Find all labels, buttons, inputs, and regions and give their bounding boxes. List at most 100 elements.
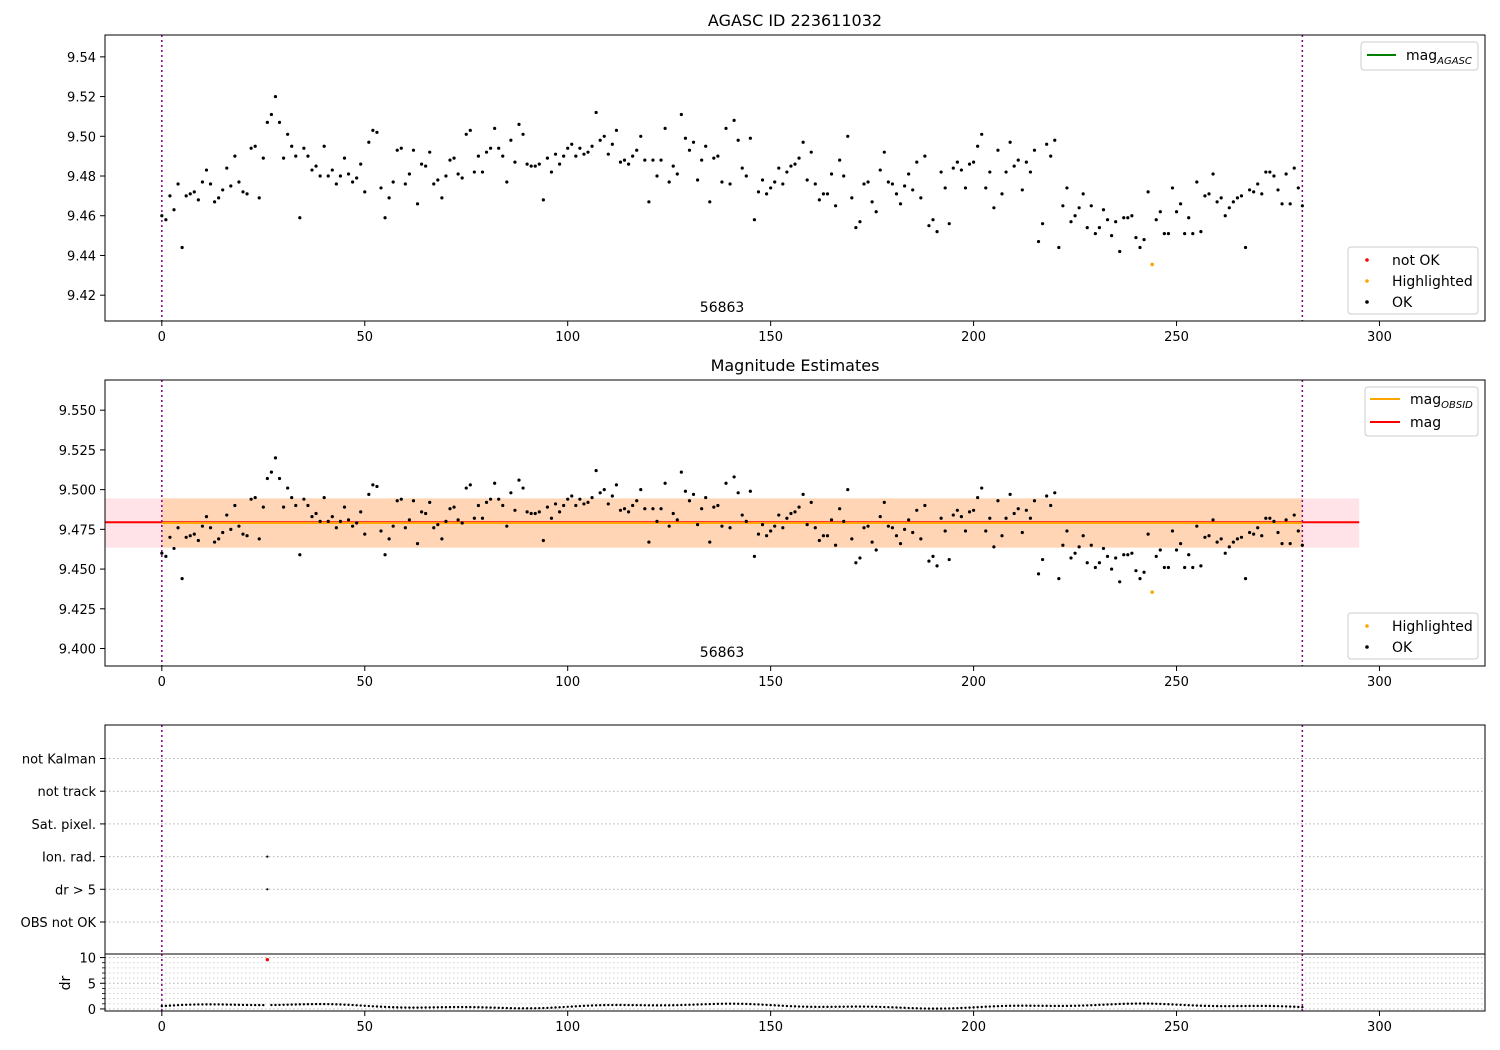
- dr-point: [1110, 1003, 1113, 1006]
- panel2-ytick-label: 9.475: [59, 523, 96, 538]
- panel1-ok-point: [919, 196, 923, 200]
- dr-xtick-label: 150: [758, 1020, 783, 1035]
- panel2-legend-lower: Highlighted OK: [1347, 612, 1479, 660]
- panel2-ok-point: [1126, 553, 1130, 557]
- dr-point: [497, 1006, 500, 1010]
- panel2-ok-point: [1239, 535, 1244, 539]
- dr-point: [168, 1004, 172, 1007]
- panel2-ok-point: [1207, 534, 1211, 538]
- panel1-ok-point: [298, 216, 302, 220]
- panel2-ok-point: [825, 534, 830, 538]
- panel2-ok-point: [809, 500, 813, 504]
- panel1-ok-point: [233, 154, 237, 158]
- panel1-ok-point: [586, 150, 590, 154]
- dr-point: [387, 1005, 391, 1009]
- dr-xtick-label: 250: [1164, 1020, 1189, 1035]
- dr-point: [801, 1005, 805, 1008]
- panel1-ok-point: [777, 166, 781, 170]
- panel1-ok-point: [594, 110, 598, 115]
- panel2-ok-point: [541, 538, 545, 543]
- panel2-ok-point: [671, 511, 675, 516]
- panel2-ok-point: [334, 526, 338, 530]
- dr-point: [607, 1003, 610, 1007]
- panel2-ok-point: [1154, 554, 1158, 558]
- panel2-ok-point: [1219, 537, 1223, 541]
- dr-point: [948, 1007, 951, 1010]
- dr-point: [655, 1004, 659, 1007]
- panel2-ok-point: [436, 522, 440, 527]
- panel1-ok-point: [1109, 233, 1114, 238]
- panel2-ok-point: [622, 507, 627, 511]
- dr-point: [931, 1007, 935, 1010]
- panel2-ok-point: [1093, 565, 1097, 570]
- panel2-ok-point: [464, 486, 468, 490]
- panel1-ok-point: [428, 150, 432, 154]
- dr-point: [590, 1004, 594, 1007]
- panel1-ok-point: [387, 196, 391, 200]
- panel1-ok-point: [1045, 142, 1049, 146]
- panel1-ok-point: [302, 146, 306, 150]
- panel1-ok-point: [695, 178, 700, 182]
- panel1-ok-point: [310, 168, 314, 172]
- legend-highlighted-label: Highlighted: [1392, 274, 1473, 290]
- panel1-ok-point: [793, 162, 797, 166]
- panel1-ok-point: [273, 94, 278, 99]
- panel1-ok-point: [781, 182, 785, 186]
- panel1-ok-point: [927, 224, 931, 228]
- dr-point: [262, 1003, 265, 1007]
- panel2-ok-point: [996, 499, 1000, 503]
- dr-point: [1207, 1004, 1211, 1008]
- panel2-ok-point: [902, 527, 907, 531]
- panel2-ok-point: [793, 510, 797, 514]
- panel1-ok-point: [444, 174, 448, 178]
- dr-point: [1134, 1002, 1138, 1005]
- panel1-ok-point: [602, 134, 606, 138]
- dr-point: [1301, 1005, 1304, 1009]
- flag-row-label: not track: [37, 785, 96, 800]
- dr-point: [209, 1003, 212, 1006]
- dr-point: [306, 1003, 310, 1006]
- panel2-ok-point: [931, 554, 935, 558]
- dr-point: [968, 1006, 971, 1009]
- dr-point: [874, 1005, 878, 1009]
- panel2-ok-point: [724, 481, 728, 485]
- panel1-xtick-label: 250: [1164, 330, 1189, 345]
- panel1-ok-point: [980, 132, 984, 136]
- dr-point: [217, 1003, 220, 1006]
- panel1-ok-point: [659, 158, 663, 162]
- dr-point: [432, 1006, 435, 1009]
- dr-point: [915, 1007, 918, 1010]
- panel1-ok-point: [626, 162, 631, 166]
- panel1-ok-point: [663, 126, 667, 130]
- panel1-ok-point: [1178, 202, 1183, 206]
- dr-point: [481, 1006, 484, 1009]
- panel2-ok-point: [935, 564, 939, 568]
- dr-point: [781, 1004, 785, 1008]
- dr-point: [197, 1003, 200, 1006]
- panel2-ok-point: [951, 513, 955, 517]
- panel2-ok-point: [338, 519, 343, 524]
- panel2-ok-point: [687, 499, 692, 503]
- dr-point: [1195, 1004, 1199, 1007]
- dr-outlier-point: [265, 957, 270, 962]
- panel2-ok-point: [1158, 548, 1162, 552]
- panel2-ok-point: [476, 503, 481, 508]
- dr-point: [286, 1003, 289, 1006]
- dr-point: [404, 1006, 407, 1009]
- panel1-ok-point: [716, 154, 720, 158]
- panel2-ok-point: [448, 507, 452, 511]
- panel2-legend-upper: magOBSID mag: [1364, 386, 1479, 437]
- dr-point: [314, 1002, 318, 1006]
- panel1-ok-point: [785, 170, 789, 174]
- panel2-ok-point: [813, 526, 817, 530]
- panel2-ok-point: [1231, 540, 1235, 544]
- dr-point: [456, 1005, 460, 1009]
- panel1-ok-point: [245, 192, 249, 196]
- legend-mag-label: mag: [1410, 415, 1441, 431]
- dr-point: [1012, 1004, 1016, 1007]
- dr-point: [1150, 1002, 1154, 1005]
- dr-point: [225, 1003, 228, 1006]
- panel2-ok-point: [557, 510, 562, 514]
- panel2-ok-point: [801, 492, 805, 496]
- panel2-ok-point: [1260, 534, 1264, 538]
